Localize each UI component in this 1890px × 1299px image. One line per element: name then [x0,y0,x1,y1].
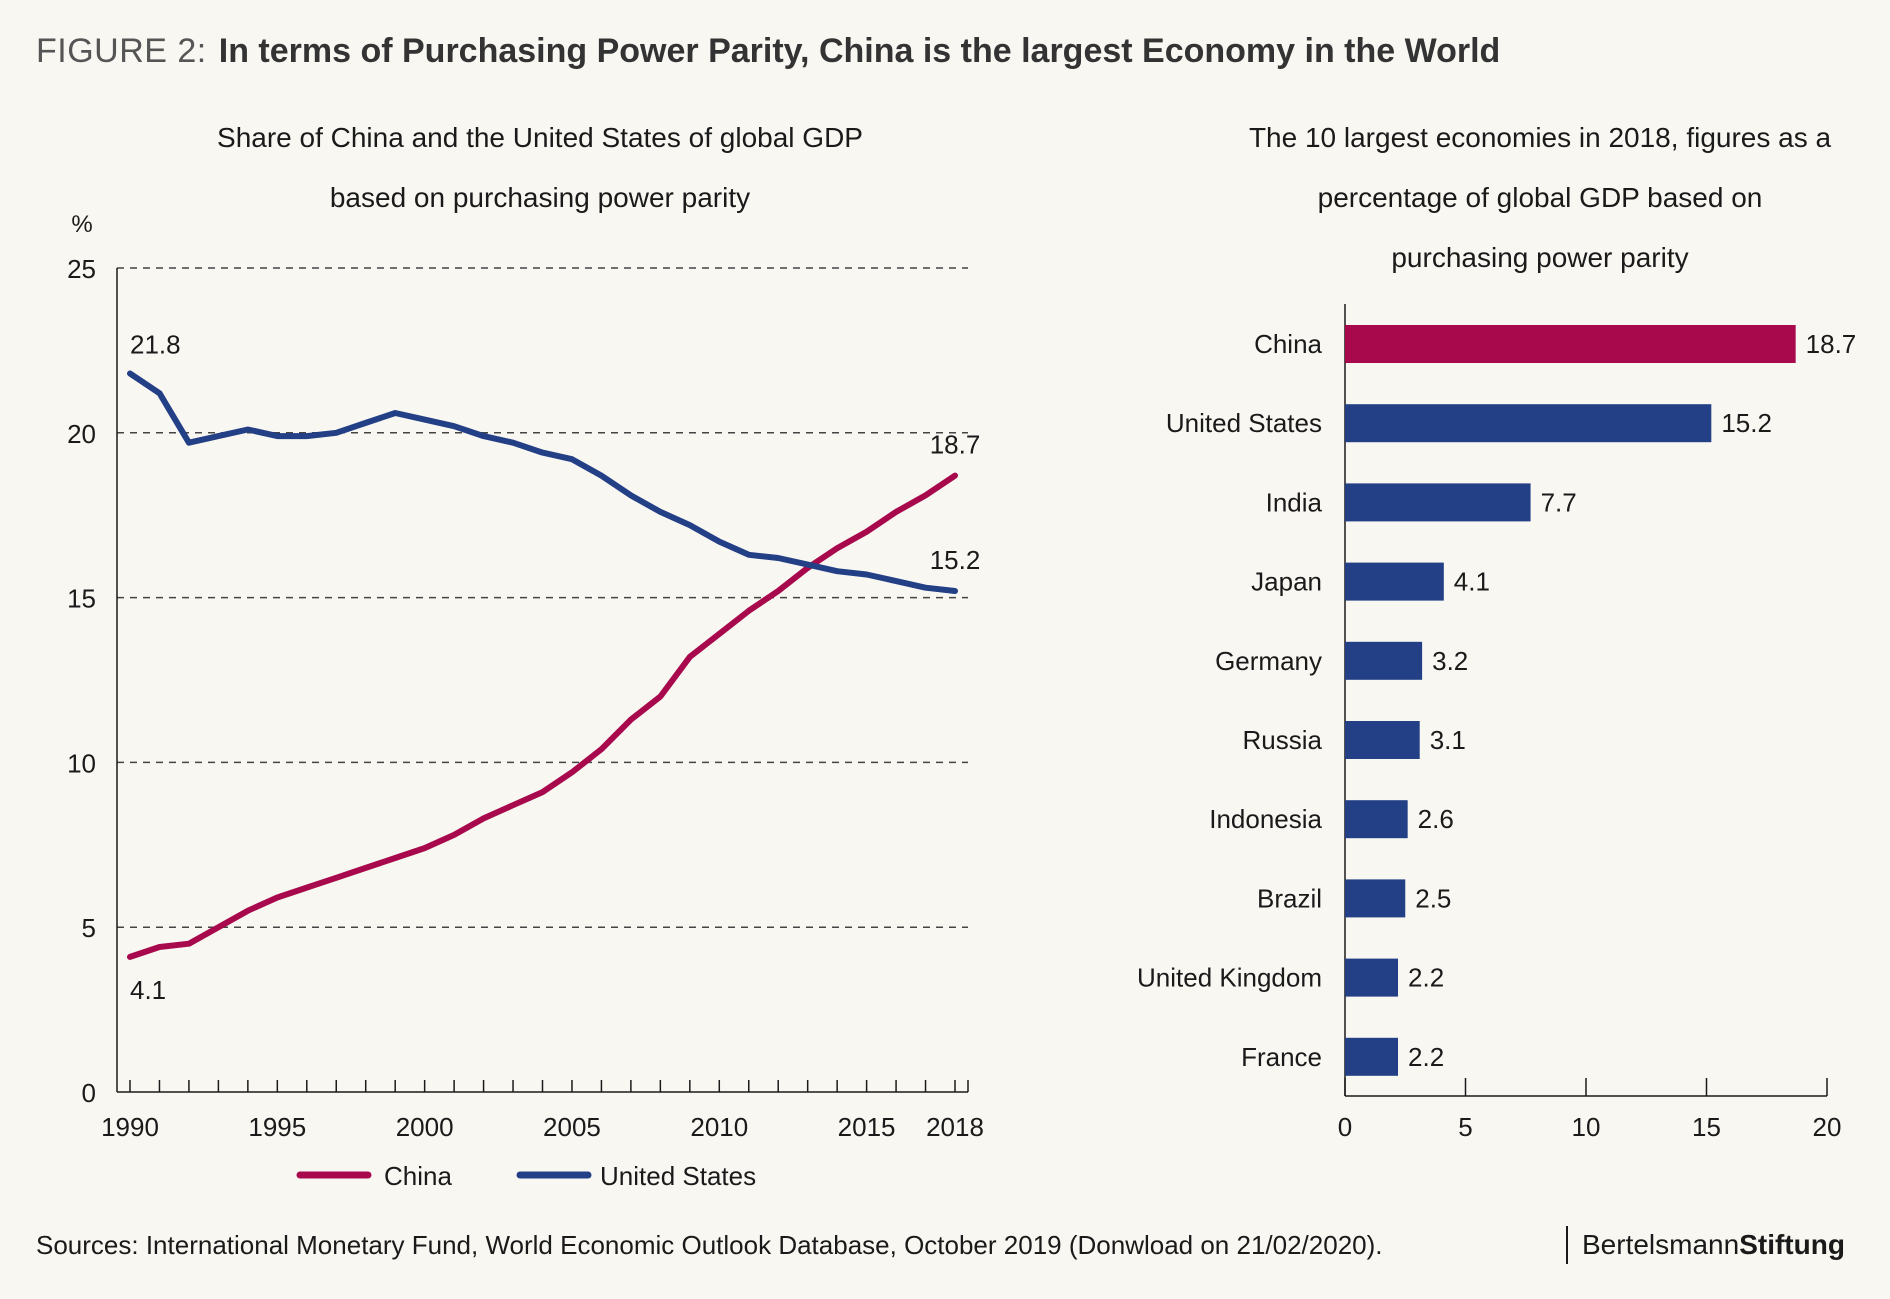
bar-value-label-japan: 4.1 [1454,567,1490,597]
x-tick-label-2005: 2005 [543,1112,601,1142]
brand-part1: Bertelsmann [1582,1229,1740,1260]
legend-label-united-states: United States [600,1161,756,1191]
bar-x-tick-label-10: 10 [1572,1112,1601,1142]
bar-chart-subtitle-line2: percentage of global GDP based on [1317,182,1763,213]
x-tick-label-1995: 1995 [248,1112,306,1142]
bar-brazil [1345,879,1406,918]
bar-category-label-united-states: United States [1166,408,1322,438]
bar-value-label-india: 7.7 [1541,487,1577,517]
bar-india [1345,483,1531,522]
figure-heading: In terms of Purchasing Power Parity, Chi… [218,32,1501,70]
bar-russia [1345,721,1420,759]
bar-x-tick-label-5: 5 [1458,1112,1472,1142]
x-tick-label-2015: 2015 [838,1112,896,1142]
figure-title: FIGURE 2: In terms of Purchasing Power Pa… [36,32,1500,71]
line-chart-subtitle-line2: based on purchasing power parity [329,182,751,213]
bar-united-states [1345,404,1712,443]
bar-chart: 0 5 10 15 20 China 18.7 United States 15.2 India 7… [1137,304,1856,1142]
start-label-china: 4.1 [130,975,166,1005]
bar-category-label-france: France [1241,1042,1322,1072]
bar-x-tick-label-0: 0 [1338,1112,1352,1142]
bar-value-label-indonesia: 2.6 [1418,804,1454,834]
bar-value-label-germany: 3.2 [1432,646,1468,676]
x-tick-label-1990: 1990 [101,1112,159,1142]
bar-value-label-france: 2.2 [1408,1042,1444,1072]
end-label-united-states: 15.2 [930,545,981,575]
line-chart-subtitle: Share of China and the United States of … [140,108,940,228]
bar-value-label-china: 18.7 [1806,329,1857,359]
bar-value-label-brazil: 2.5 [1415,883,1451,913]
bar-china [1345,325,1796,363]
bar-united-kingdom [1345,958,1399,997]
bar-chart-subtitle: The 10 largest economies in 2018, figure… [1190,108,1890,288]
y-tick-label-20: 20 [67,419,96,449]
brand-part2: Stiftung [1739,1229,1845,1260]
end-label-china: 18.7 [930,430,981,460]
figure-label: FIGURE 2: [36,32,207,70]
bar-category-label-japan: Japan [1251,567,1322,597]
y-tick-label-10: 10 [67,748,96,778]
x-tick-label-2000: 2000 [396,1112,454,1142]
y-tick-label-0: 0 [82,1078,96,1108]
bar-value-label-united-states: 15.2 [1721,408,1772,438]
line-chart-subtitle-line1: Share of China and the United States of … [217,122,863,153]
bar-japan [1345,562,1444,601]
bar-value-label-russia: 3.1 [1430,725,1466,755]
y-tick-label-5: 5 [82,913,96,943]
series-line-united-states [127,370,958,594]
y-axis-unit: % [71,211,92,238]
bar-x-tick-label-20: 20 [1813,1112,1842,1142]
y-tick-label-15: 15 [67,584,96,614]
brand-logo: BertelsmannStiftung [1566,1226,1845,1264]
bar-indonesia [1345,800,1408,839]
bar-category-label-indonesia: Indonesia [1209,804,1322,834]
bar-x-tick-label-15: 15 [1692,1112,1721,1142]
bar-category-label-russia: Russia [1243,725,1323,755]
bar-chart-subtitle-line3: purchasing power parity [1391,242,1689,273]
source-note: Sources: International Monetary Fund, Wo… [36,1230,1383,1260]
series-line-china [127,472,958,960]
bar-value-label-united-kingdom: 2.2 [1408,963,1444,993]
bar-category-label-china: China [1254,329,1322,359]
x-tick-label-2010: 2010 [690,1112,748,1142]
bar-category-label-united-kingdom: United Kingdom [1137,963,1322,993]
legend-label-china: China [384,1161,452,1191]
bar-germany [1345,641,1423,680]
bar-category-label-germany: Germany [1215,646,1322,676]
bar-france [1345,1037,1399,1076]
bar-category-label-india: India [1266,487,1323,517]
x-tick-label-2018: 2018 [926,1112,984,1142]
start-label-united-states: 21.8 [130,329,181,359]
y-tick-label-25: 25 [67,254,96,284]
bar-category-label-brazil: Brazil [1257,883,1322,913]
bar-chart-subtitle-line1: The 10 largest economies in 2018, figure… [1248,122,1832,153]
line-chart: 0 5 10 15 20 25% 1990 1995 2000 2005 2010 2015 2018 4… [67,211,984,1191]
